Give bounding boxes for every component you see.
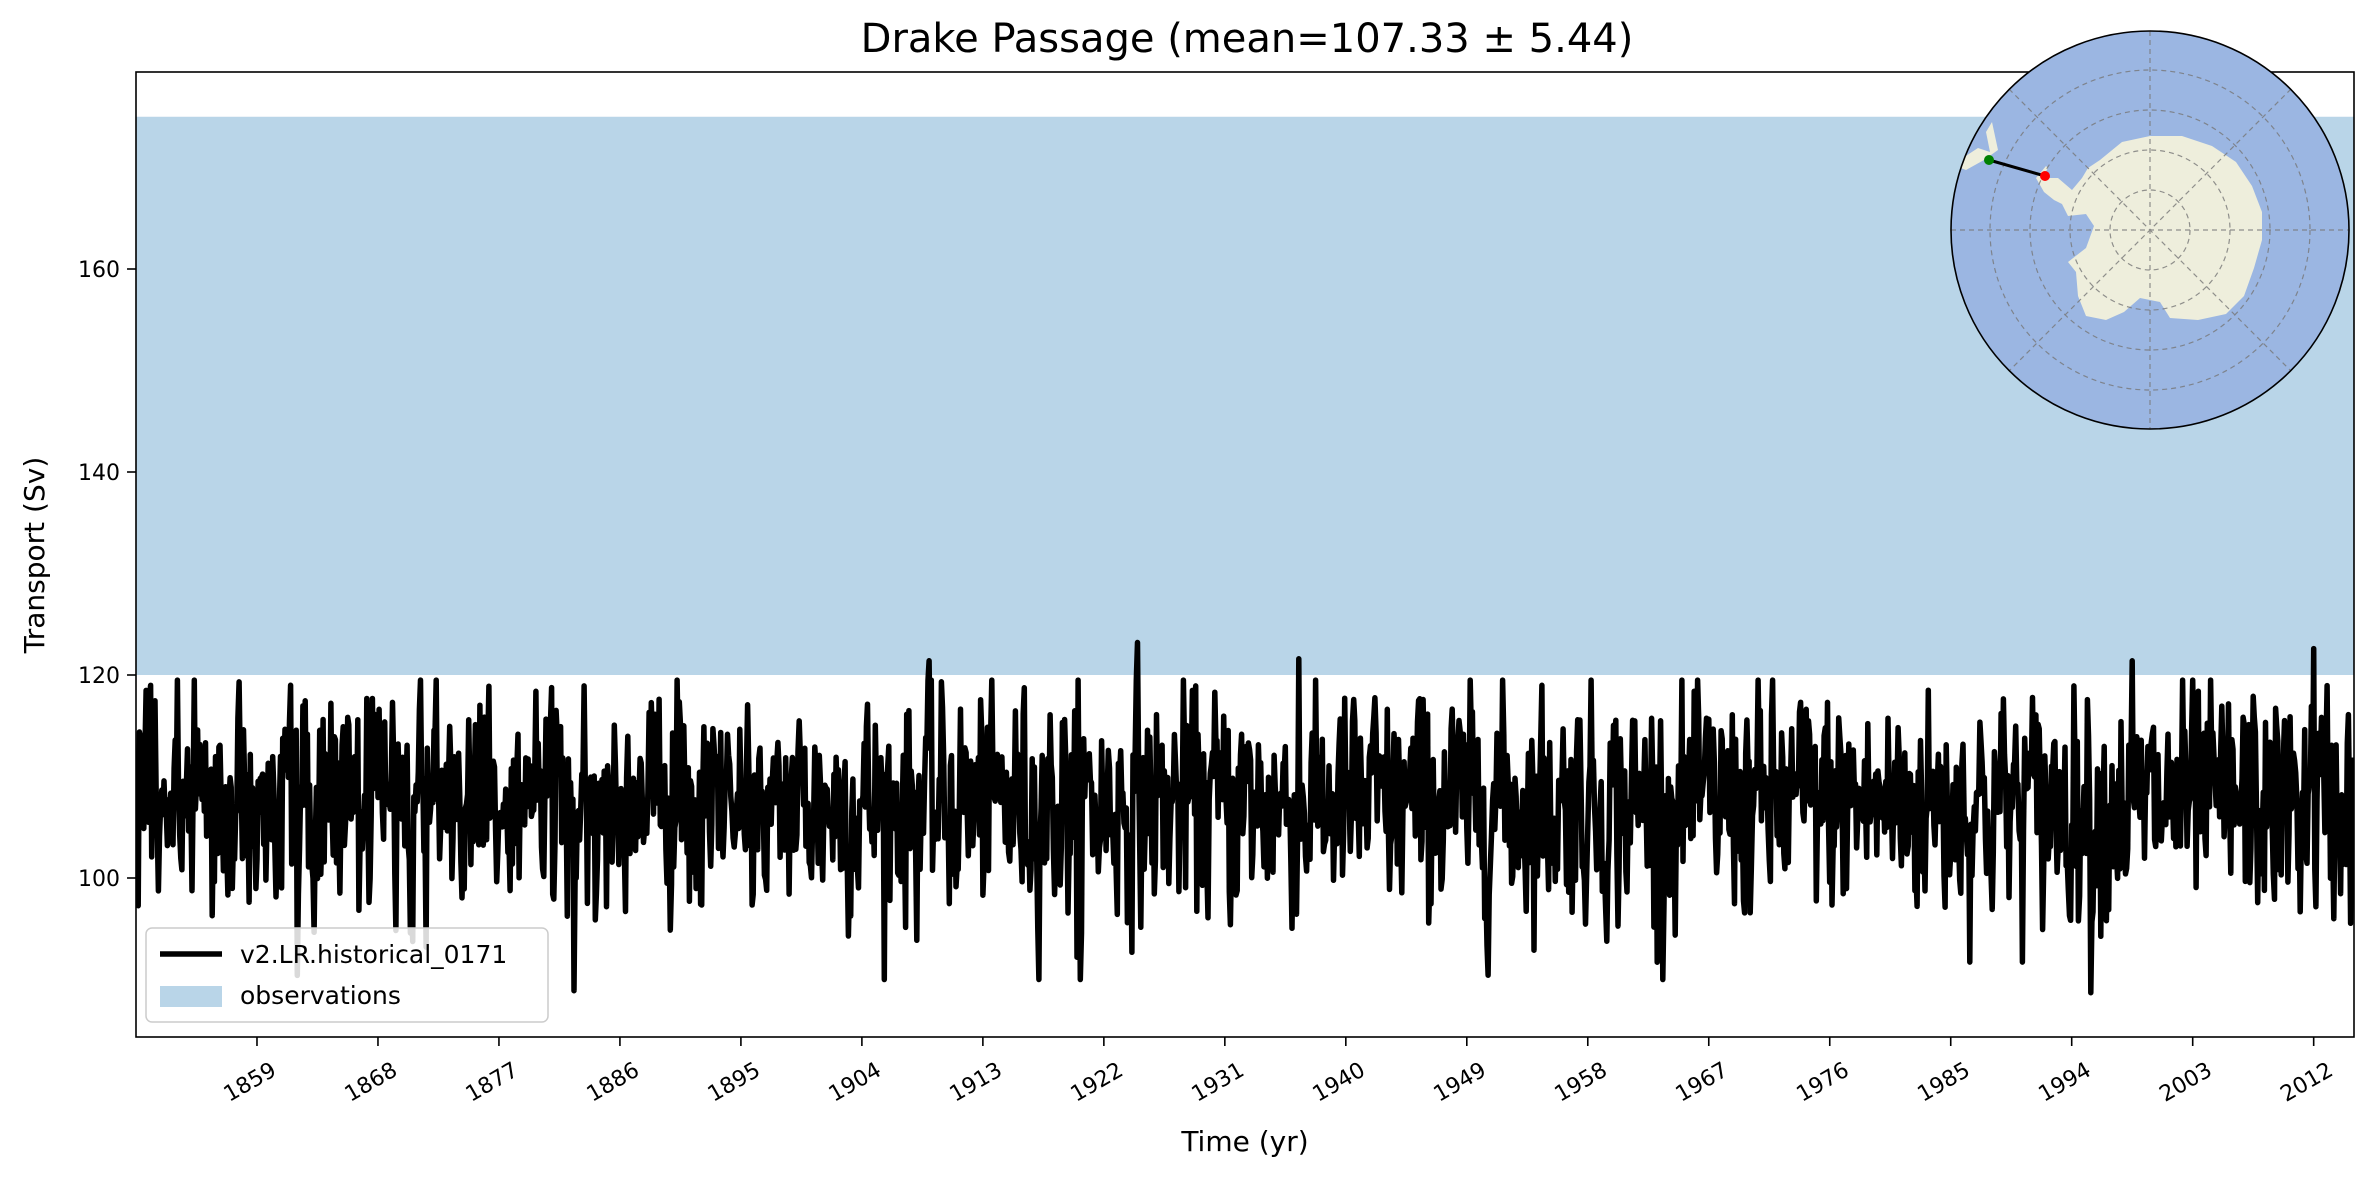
series-line <box>136 639 2354 996</box>
legend: v2.LR.historical_0171 observations <box>145 927 549 1023</box>
y-tick-label: 100 <box>78 867 120 892</box>
x-tick-label: 1868 <box>341 1058 402 1108</box>
x-axis-label: Time (yr) <box>1180 1125 1308 1158</box>
y-tick-label: 120 <box>78 664 120 689</box>
map-antarctica <box>2036 136 2262 320</box>
x-tick-label: 1967 <box>1672 1058 1733 1108</box>
chart-title: Drake Passage (mean=107.33 ± 5.44) <box>861 16 1634 62</box>
x-tick-label: 2003 <box>2155 1058 2216 1108</box>
x-tick-label: 1985 <box>1914 1058 1975 1108</box>
x-tick-label: 1949 <box>1430 1058 1491 1108</box>
x-tick-label: 1877 <box>462 1058 523 1108</box>
y-axis-label: Transport (Sv) <box>18 457 51 654</box>
map-section-line <box>1988 158 2046 178</box>
x-tick-label: 1976 <box>1793 1058 1854 1108</box>
x-tick-label: 2012 <box>2276 1058 2337 1108</box>
x-tick-label: 1904 <box>825 1058 886 1108</box>
inset-map <box>1950 30 2350 430</box>
x-tick-label: 1859 <box>220 1058 281 1108</box>
x-tick-label: 1940 <box>1309 1058 1370 1108</box>
x-axis-ticks: 1859 1868 1877 1886 1895 1904 1913 1922 1931 1940… <box>220 1037 2337 1108</box>
plot-frame <box>135 71 2355 1038</box>
x-tick-label: 1895 <box>704 1058 765 1108</box>
map-section-end <box>2040 171 2050 181</box>
x-tick-label: 1913 <box>946 1058 1007 1108</box>
legend-label-observations: observations <box>240 981 401 1010</box>
y-tick-label: 140 <box>78 461 120 486</box>
map-border <box>1950 30 2350 430</box>
x-tick-label: 1958 <box>1551 1058 1612 1108</box>
legend-label-series: v2.LR.historical_0171 <box>240 940 507 969</box>
y-tick-label: 160 <box>78 258 120 283</box>
map-section-start <box>1984 155 1994 165</box>
legend-frame <box>145 927 549 1023</box>
x-tick-label: 1931 <box>1188 1058 1249 1108</box>
x-tick-label: 1922 <box>1067 1058 1128 1108</box>
legend-patch-swatch <box>160 986 222 1007</box>
x-tick-label: 1994 <box>2035 1058 2096 1108</box>
y-axis-ticks: 100 120 140 160 <box>78 258 136 892</box>
x-tick-label: 1886 <box>583 1058 644 1108</box>
map-graticule <box>1951 31 2349 429</box>
